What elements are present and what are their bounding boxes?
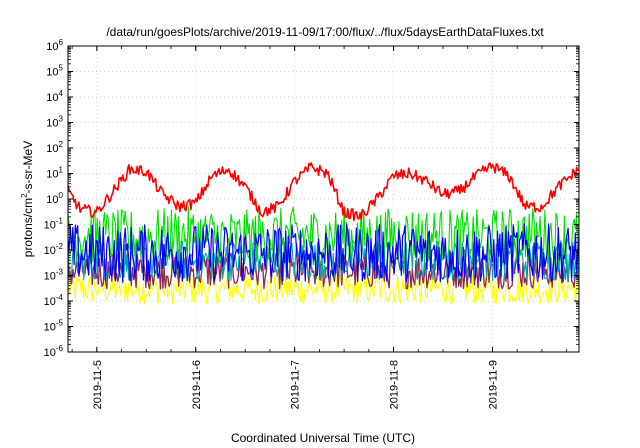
x-tick-label: 2019-11-7 [290,360,302,409]
y-tick-label: 101 [46,166,63,181]
y-tick-label: 105 [46,64,63,79]
y-tick-label: 102 [46,140,63,155]
x-tick-label: 2019-11-5 [92,360,104,409]
chart-title: /data/run/goesPlots/archive/2019-11-09/1… [106,25,544,39]
x-tick-label: 2019-11-6 [191,360,203,409]
x-tick-label: 2019-11-8 [389,360,401,409]
y-tick-label: 10-2 [44,242,64,257]
series-line [67,162,580,222]
y-axis-label-post: -s-sr-MeV [21,141,35,194]
y-axis-label-sup: 2 [20,193,29,198]
y-tick-label: 10-5 [44,319,64,334]
tick-layer: 10-6 10-5 10-4 10-3 10-2 10-1 100 101 102 103 104 1… [44,38,579,409]
y-tick-label: 106 [46,38,63,53]
y-tick-label: 10-6 [44,344,64,359]
y-tick-label: 104 [46,89,63,104]
x-axis-label: Coordinated Universal Time (UTC) [231,431,415,445]
y-tick-label: 100 [46,191,63,206]
grid-layer [68,46,579,352]
y-tick-label: 103 [46,115,63,130]
series-layer [67,162,580,305]
y-tick-label: 10-3 [44,268,64,283]
y-axis-label: protons/cm2-s-sr-MeV [20,141,35,257]
series-line [67,223,580,284]
y-tick-label: 10-1 [44,217,64,232]
x-tick-label: 2019-11-9 [487,360,499,409]
y-axis-label-pre: protons/cm [21,198,35,257]
y-tick-label: 10-4 [44,293,64,308]
